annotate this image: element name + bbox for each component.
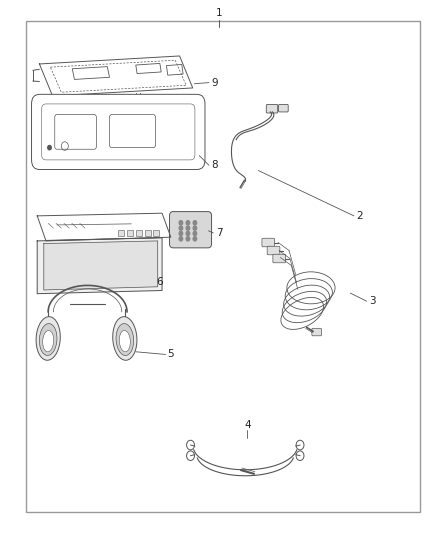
Circle shape [193, 231, 197, 236]
Text: 3: 3 [369, 296, 376, 306]
FancyBboxPatch shape [312, 328, 321, 336]
FancyBboxPatch shape [110, 115, 155, 148]
Polygon shape [37, 213, 171, 241]
Circle shape [193, 226, 197, 230]
Circle shape [48, 146, 51, 150]
Ellipse shape [36, 317, 60, 360]
Circle shape [193, 237, 197, 241]
Bar [145, 230, 151, 236]
Bar [136, 230, 142, 236]
Bar [118, 230, 124, 236]
Bar [127, 230, 133, 236]
Circle shape [186, 221, 190, 225]
Circle shape [179, 231, 183, 236]
FancyBboxPatch shape [266, 104, 278, 113]
FancyBboxPatch shape [55, 115, 96, 149]
FancyBboxPatch shape [273, 254, 286, 263]
Bar [153, 230, 159, 236]
Text: 6: 6 [156, 278, 163, 287]
Ellipse shape [39, 324, 57, 356]
FancyBboxPatch shape [170, 212, 212, 248]
Text: 4: 4 [244, 421, 251, 430]
Text: 9: 9 [211, 78, 218, 87]
FancyBboxPatch shape [262, 238, 275, 247]
Circle shape [186, 237, 190, 241]
Circle shape [179, 221, 183, 225]
Circle shape [179, 237, 183, 241]
Ellipse shape [113, 317, 137, 360]
Text: 8: 8 [211, 160, 218, 170]
FancyBboxPatch shape [279, 104, 288, 112]
FancyBboxPatch shape [267, 246, 280, 255]
Circle shape [193, 221, 197, 225]
Polygon shape [37, 238, 162, 294]
Text: 7: 7 [215, 228, 223, 238]
Ellipse shape [116, 324, 134, 356]
Ellipse shape [42, 330, 54, 352]
FancyBboxPatch shape [32, 94, 205, 169]
Ellipse shape [119, 330, 131, 352]
FancyBboxPatch shape [42, 104, 195, 160]
Circle shape [186, 226, 190, 230]
Text: 5: 5 [167, 350, 174, 359]
Polygon shape [44, 241, 158, 290]
Text: 2: 2 [356, 211, 363, 221]
Circle shape [186, 231, 190, 236]
Circle shape [179, 226, 183, 230]
Text: 1: 1 [215, 9, 223, 18]
